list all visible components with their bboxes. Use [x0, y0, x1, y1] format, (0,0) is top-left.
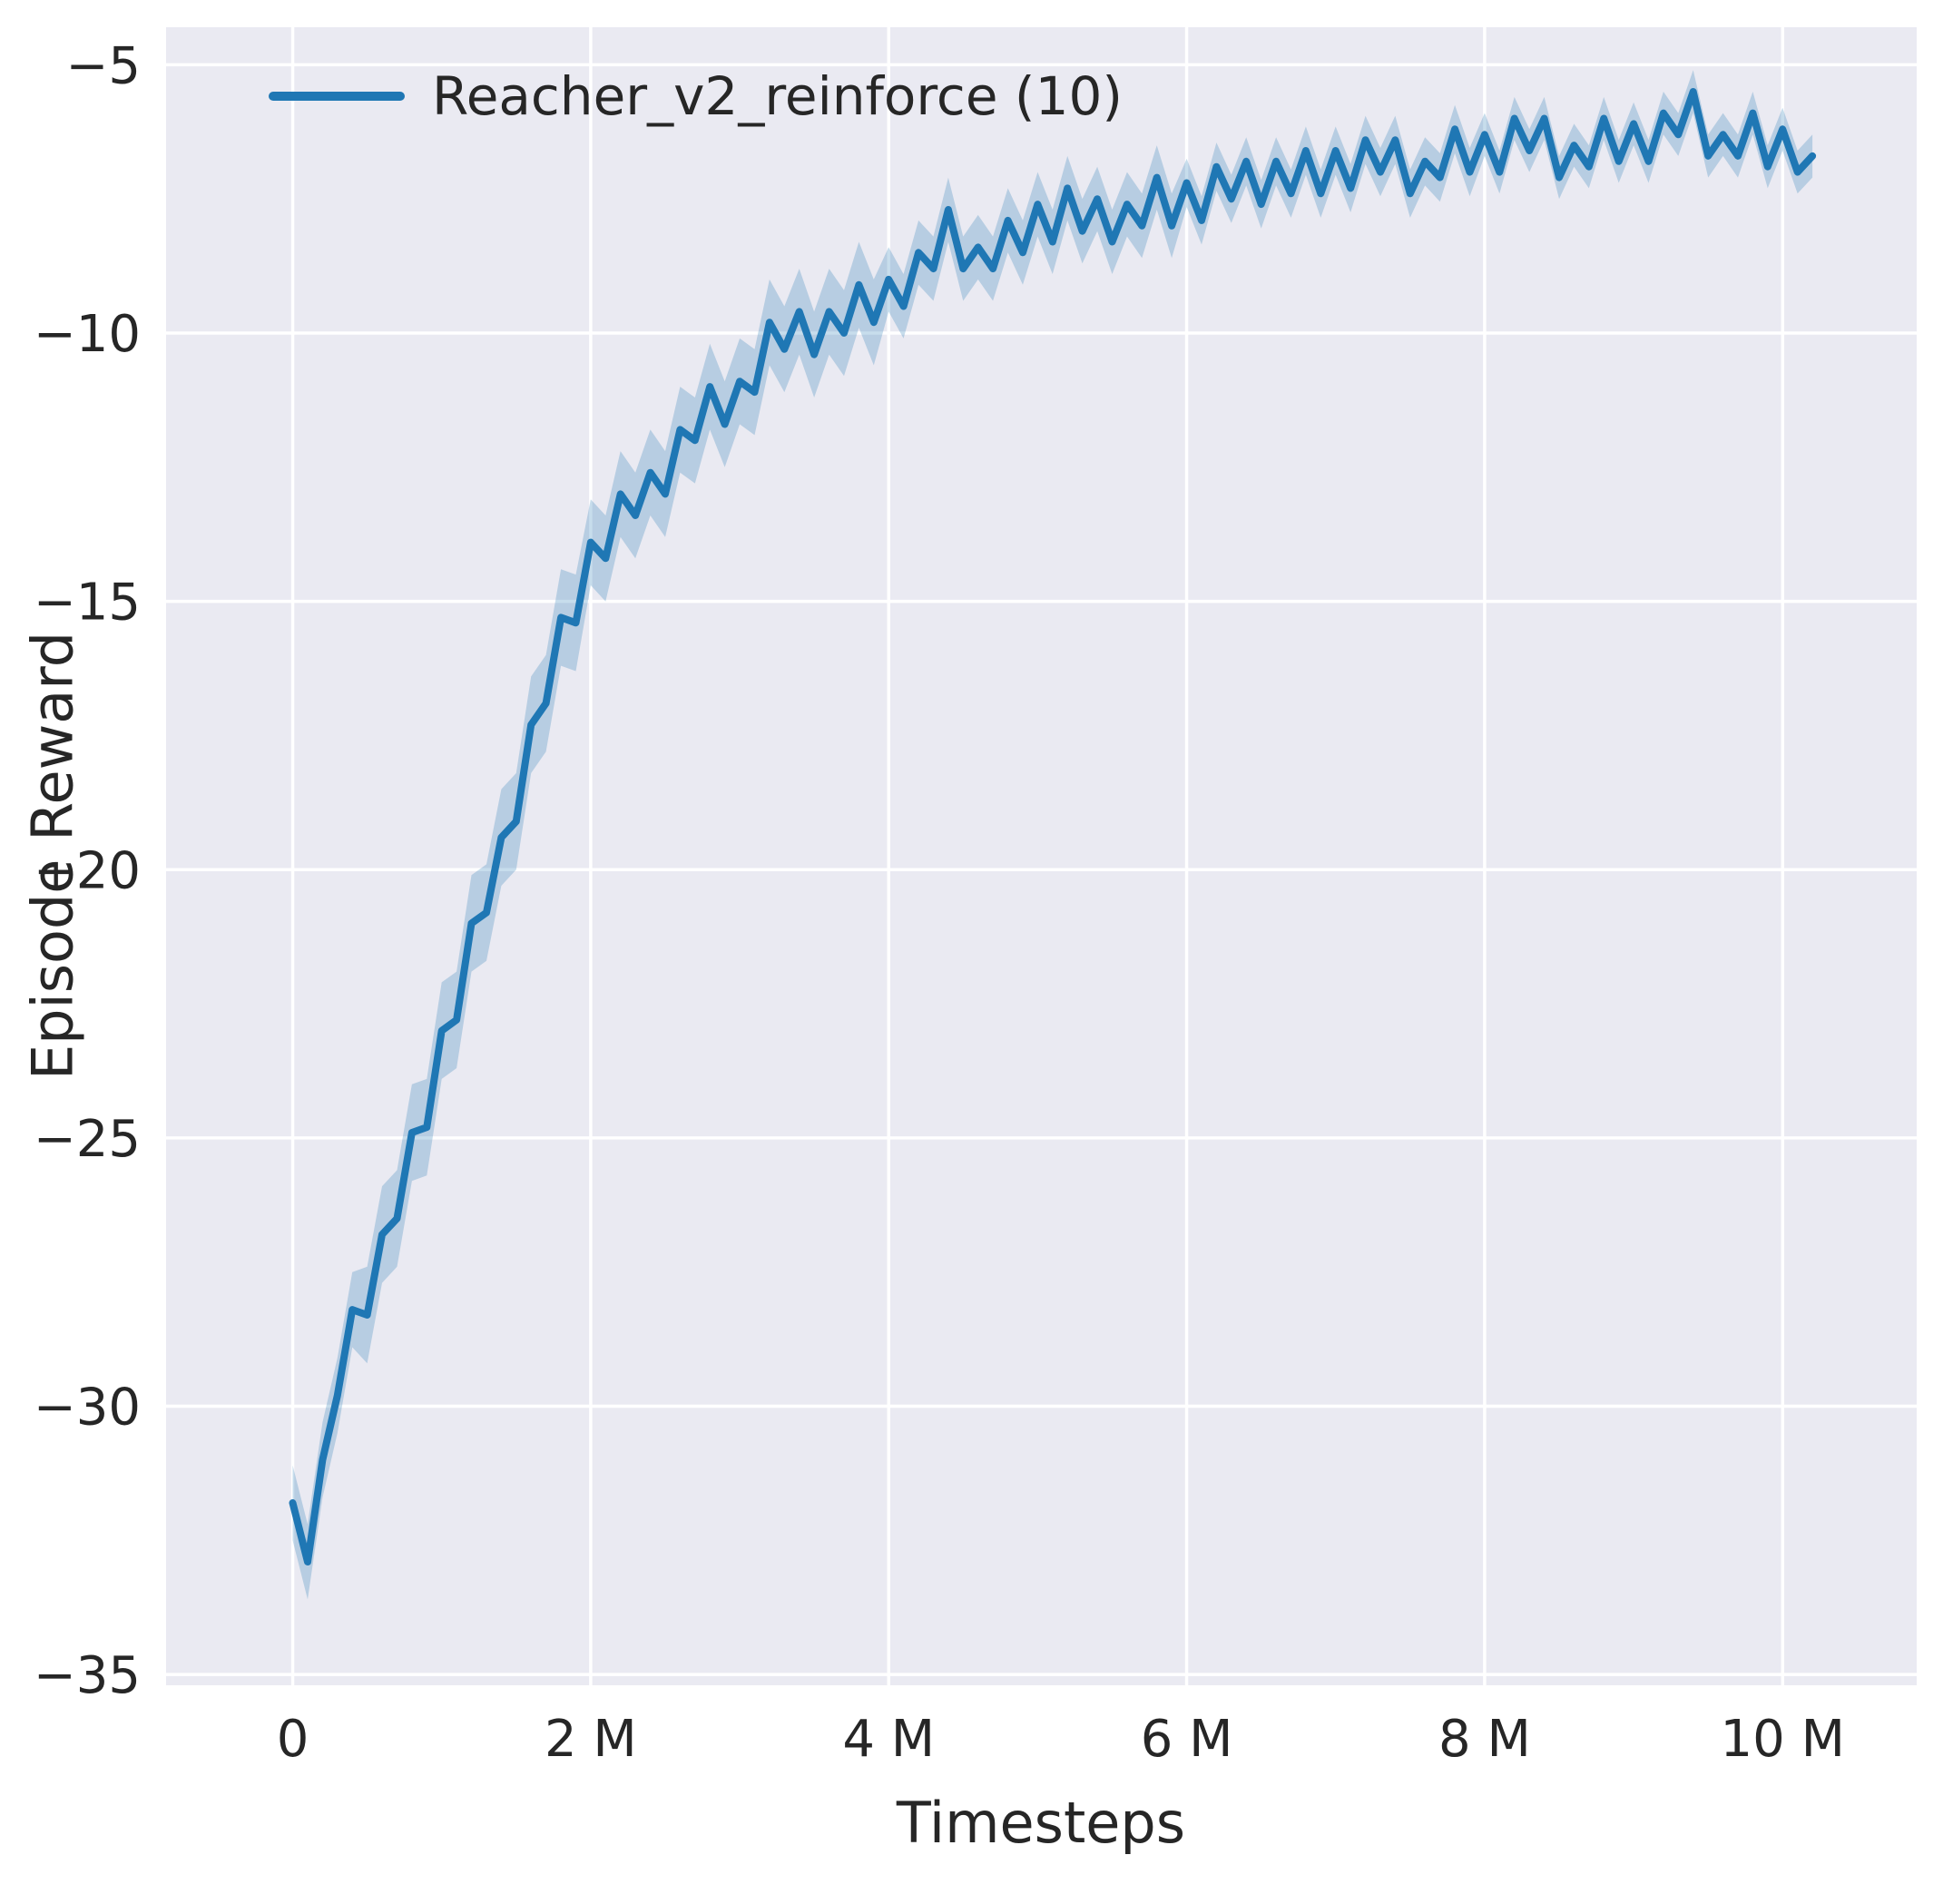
- y-tick-label: −35: [34, 1646, 141, 1705]
- x-tick-label: 10 M: [1721, 1710, 1845, 1769]
- y-tick-label: −5: [65, 36, 141, 95]
- reward-line: [289, 88, 1817, 1565]
- x-tick-label: 0: [277, 1710, 309, 1769]
- x-tick-label: 8 M: [1438, 1710, 1531, 1769]
- x-tick-label: 6 M: [1141, 1710, 1233, 1769]
- x-tick-label: 2 M: [545, 1710, 637, 1769]
- y-tick-label: −10: [34, 305, 141, 364]
- legend-swatch: [269, 92, 405, 101]
- y-axis-label: Episode Reward: [19, 631, 86, 1081]
- y-tick-label: −30: [34, 1379, 141, 1438]
- x-tick-label: 4 M: [842, 1710, 935, 1769]
- legend: Reacher_v2_reinforce (10): [269, 65, 1123, 127]
- x-axis-label: Timesteps: [896, 1790, 1186, 1856]
- y-tick-label: −15: [34, 574, 141, 633]
- y-tick-label: −25: [34, 1110, 141, 1169]
- plot-area: [166, 27, 1917, 1685]
- legend-label: Reacher_v2_reinforce (10): [432, 65, 1123, 127]
- y-tick-label: −20: [34, 841, 141, 900]
